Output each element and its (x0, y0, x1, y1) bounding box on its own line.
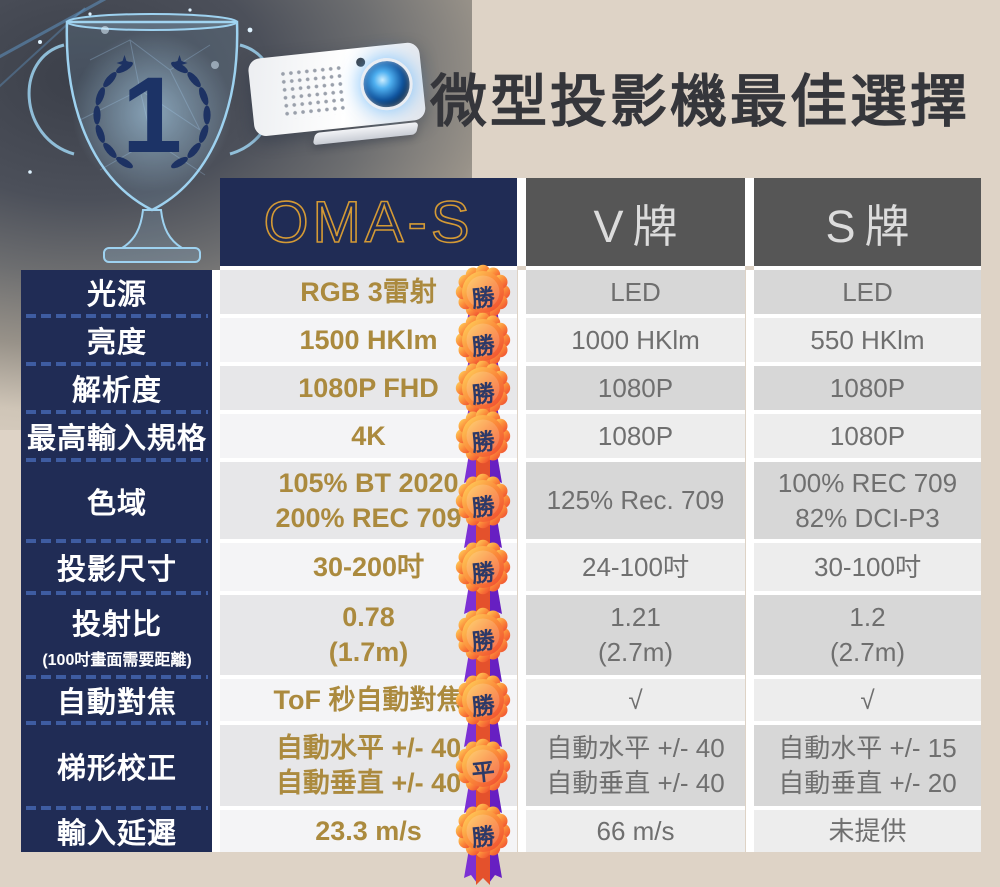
table-cell: 4K 勝 (220, 408, 517, 490)
dashed-divider (26, 675, 208, 679)
v-brand-value-column: LED 1000 HKlm 1080P 1080P 125% Rec. 709 … (526, 270, 745, 852)
spec-label: 亮度 (86, 327, 147, 359)
column-header-s-brand: S牌 (754, 178, 981, 266)
projector-sensor-dot (355, 57, 366, 68)
projector-body (247, 41, 427, 138)
table-cell: 125% Rec. 709 (526, 462, 745, 539)
rank-number: 1 (122, 54, 182, 175)
column-header-v-brand: V牌 (526, 178, 745, 266)
table-cell: 自動水平 +/- 40 自動垂直 +/- 40 平 (220, 725, 517, 820)
table-cell: RGB 3雷射 勝 (220, 264, 517, 346)
table-cell: 23.3 m/s 勝 (220, 803, 517, 885)
table-cell: ToF 秒自動對焦 勝 (220, 672, 517, 754)
spec-label: 投影尺寸 (56, 554, 177, 586)
table-cell: 1000 HKlm (526, 318, 745, 362)
table-cell: 1500 HKlm 勝 (220, 312, 517, 394)
table-cell: LED (526, 270, 745, 314)
spec-label-column: 光源 亮度 解析度 最高輸入規格 色域 投影尺寸 投射比 (100吋畫面需要距離… (21, 270, 213, 852)
s-brand-value-column: LED 550 HKlm 1080P 1080P 100% REC 709 82%… (754, 270, 981, 852)
table-cell: 550 HKlm (754, 318, 981, 362)
table-cell: 30-200吋 勝 (220, 539, 517, 621)
checkmark-value: √ (628, 684, 643, 715)
table-cell: 1080P (526, 366, 745, 410)
projector-speaker-grille (278, 63, 348, 121)
spec-label: 最高輸入規格 (26, 423, 207, 455)
spec-label: 投射比 (100吋畫面需要距離) (42, 608, 192, 669)
table-cell: 0.78 (1.7m) 勝 (220, 595, 517, 689)
spec-label-subtitle: (100吋畫面需要距離) (42, 651, 192, 669)
checkmark-value: √ (860, 684, 875, 715)
dashed-divider (26, 721, 208, 725)
column-header-oma-s: OMA-S (220, 178, 517, 266)
spec-label: 色域 (86, 487, 147, 520)
spec-label: 輸入延遲 (56, 818, 177, 850)
trophy-illustration: 1 (0, 0, 277, 263)
win-badge-icon: 勝 (455, 801, 511, 887)
table-cell: 24-100吋 (526, 543, 745, 591)
dashed-divider (26, 314, 208, 318)
table-cell: 自動水平 +/- 15 自動垂直 +/- 20 (754, 725, 981, 806)
table-cell: √ (754, 679, 981, 721)
projector-image (247, 41, 434, 159)
dashed-divider (26, 362, 208, 366)
spec-label: 梯形校正 (56, 752, 177, 785)
table-cell: √ (526, 679, 745, 721)
table-cell: 1.2 (2.7m) (754, 595, 981, 675)
dashed-divider (26, 539, 208, 543)
table-cell: LED (754, 270, 981, 314)
oma-s-value-column: RGB 3雷射 勝 1500 HKlm 勝 1080P FHD 勝 4K 勝 1… (220, 264, 517, 885)
table-cell: 未提供 (754, 810, 981, 852)
dashed-divider (26, 410, 208, 414)
dashed-divider (26, 591, 208, 595)
table-cell: 105% BT 2020 200% REC 709 勝 (220, 462, 517, 555)
spec-label: 解析度 (71, 375, 162, 407)
spec-label: 自動對焦 (56, 687, 177, 719)
table-cell: 1080P (526, 414, 745, 458)
table-cell: 1080P FHD 勝 (220, 360, 517, 442)
table-cell: 自動水平 +/- 40 自動垂直 +/- 40 (526, 725, 745, 806)
dashed-divider (26, 806, 208, 810)
table-cell: 1080P (754, 414, 981, 458)
table-cell: 30-100吋 (754, 543, 981, 591)
projector-lens (358, 55, 416, 113)
page-title: 微型投影機最佳選擇 (430, 70, 970, 134)
table-cell: 1.21 (2.7m) (526, 595, 745, 675)
dashed-divider (26, 458, 208, 462)
table-cell: 1080P (754, 366, 981, 410)
oma-s-logo: OMA-S (263, 189, 474, 256)
table-cell: 100% REC 709 82% DCI-P3 (754, 462, 981, 539)
spec-label: 光源 (86, 279, 147, 311)
table-cell: 66 m/s (526, 810, 745, 852)
